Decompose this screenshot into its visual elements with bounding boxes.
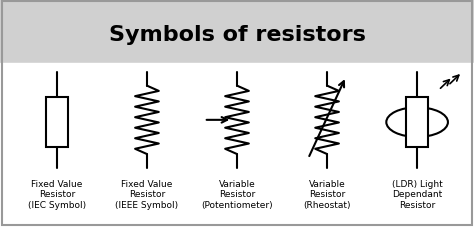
Text: Fixed Value
Resistor
(IEEE Symbol): Fixed Value Resistor (IEEE Symbol)	[115, 179, 179, 209]
Text: (LDR) Light
Dependant
Resistor: (LDR) Light Dependant Resistor	[392, 179, 443, 209]
Bar	[0, 64, 474, 227]
Text: Fixed Value
Resistor
(IEC Symbol): Fixed Value Resistor (IEC Symbol)	[28, 179, 86, 209]
Text: Symbols of resistors: Symbols of resistors	[109, 25, 365, 45]
Bar	[0, 0, 474, 64]
Text: Variable
Resistor
(Rheostat): Variable Resistor (Rheostat)	[303, 179, 351, 209]
Bar	[46, 98, 68, 148]
Bar	[407, 98, 428, 148]
Text: Variable
Resistor
(Potentiometer): Variable Resistor (Potentiometer)	[201, 179, 273, 209]
